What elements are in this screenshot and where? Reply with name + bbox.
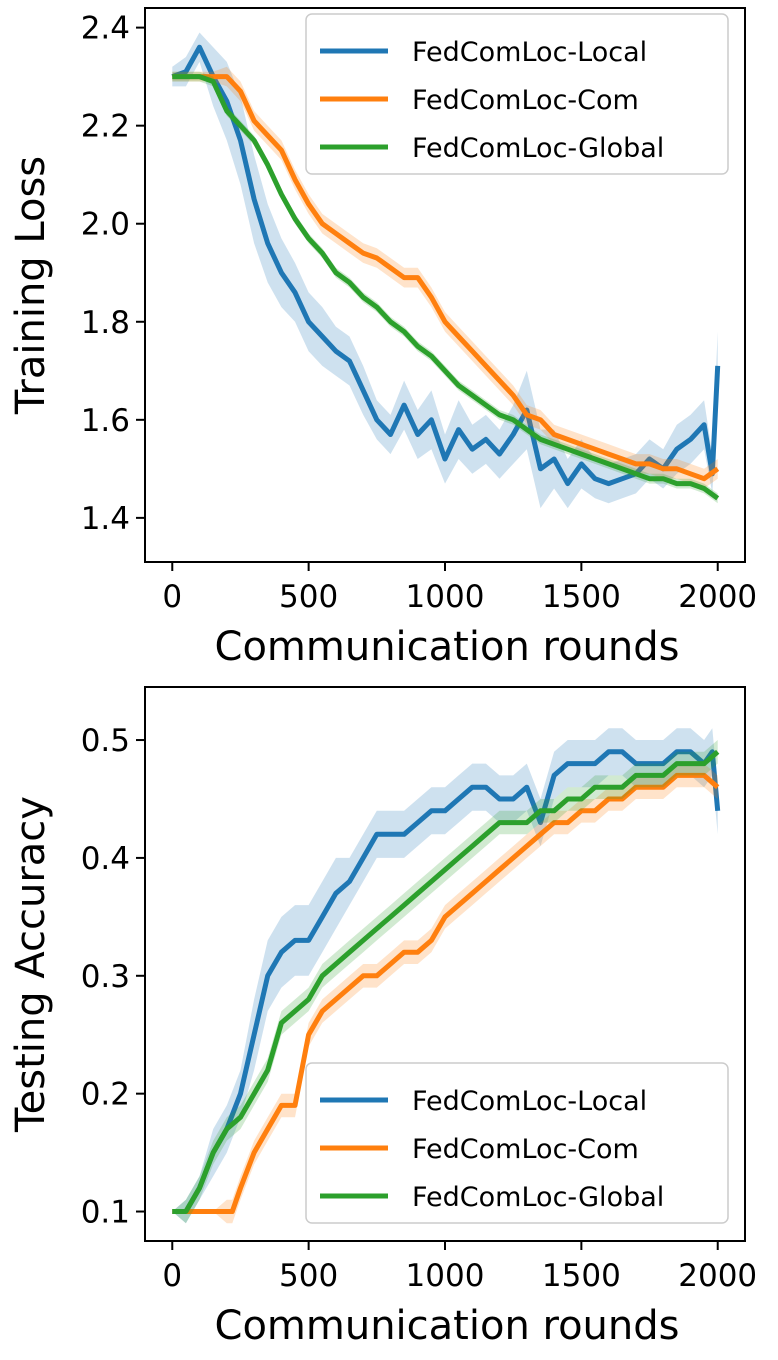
training-loss-legend-label: FedComLoc-Local	[412, 37, 647, 68]
training-loss-chart: 0 500 1000 1500 2000 1.4 1.6 1.8 2.0 2.2 2.4 Commun…	[8, 7, 757, 670]
testing-accuracy-y-tick-label: 0.5	[81, 723, 130, 759]
testing-accuracy-legend-frame	[305, 1062, 729, 1224]
testing-accuracy-x-tick-label: 1000	[406, 1258, 485, 1294]
training-loss-fedcomloc-global-band	[172, 71, 718, 504]
testing-accuracy-fedcomloc-global-line	[172, 749, 720, 1214]
testing-accuracy-x-tick-label: 2000	[678, 1258, 757, 1294]
testing-accuracy-fedcomloc-local-line	[172, 749, 721, 1214]
training-loss-y-tick-label: 2.0	[81, 207, 130, 243]
testing-accuracy-y-tick-label: 0.4	[81, 841, 130, 877]
testing-accuracy-x-tick-label: 0	[162, 1258, 182, 1294]
training-loss-legend-label: FedComLoc-Com	[412, 85, 639, 116]
testing-accuracy-legend-label: FedComLoc-Global	[412, 1182, 664, 1213]
training-loss-y-tick-label: 2.4	[81, 11, 130, 47]
training-loss-legend-label: FedComLoc-Global	[412, 133, 664, 164]
training-loss-x-tick-label: 0	[162, 579, 182, 615]
training-loss-y-tick-label: 1.8	[81, 305, 130, 341]
training-loss-plot-area	[171, 32, 721, 509]
testing-accuracy-legend: FedComLoc-Local FedComLoc-Com FedComLoc-Gl…	[305, 1062, 729, 1224]
testing-accuracy-y-tick-label: 0.1	[81, 1195, 130, 1231]
training-loss-x-axis-label: Communication rounds	[215, 624, 680, 670]
training-loss-y-tick-label: 1.6	[81, 403, 130, 439]
training-loss-legend: FedComLoc-Local FedComLoc-Com FedComLoc-Gl…	[305, 13, 729, 175]
training-loss-y-tick-label: 2.2	[81, 109, 130, 145]
testing-accuracy-x-axis-label: Communication rounds	[215, 1303, 680, 1349]
testing-accuracy-y-axis-label: Testing Accuracy	[8, 796, 54, 1133]
testing-accuracy-y-tick-label: 0.3	[81, 959, 130, 995]
training-loss-fedcomloc-global-line	[172, 74, 720, 501]
training-loss-x-tick-label: 1000	[406, 579, 485, 615]
training-loss-x-tick-label: 500	[279, 579, 338, 615]
testing-accuracy-y-tick-label: 0.2	[81, 1077, 130, 1113]
testing-accuracy-plot-area	[172, 728, 721, 1224]
training-loss-legend-frame	[305, 13, 729, 175]
training-loss-fedcomloc-com-line	[172, 74, 720, 482]
testing-accuracy-chart: 0 500 1000 1500 2000 0.1 0.2 0.3 0.4 0.5 Communica…	[8, 686, 757, 1349]
training-loss-fedcomloc-local-line	[171, 44, 721, 487]
training-loss-x-tick-label: 1500	[542, 579, 621, 615]
testing-accuracy-legend-label: FedComLoc-Com	[412, 1134, 639, 1165]
testing-accuracy-x-tick-label: 1500	[542, 1258, 621, 1294]
training-loss-y-tick-label: 1.4	[81, 501, 130, 537]
testing-accuracy-legend-label: FedComLoc-Local	[412, 1086, 647, 1117]
training-loss-y-axis-label: Training Loss	[8, 156, 54, 415]
training-loss-x-tick-label: 2000	[678, 579, 757, 615]
testing-accuracy-fedcomloc-com-line	[172, 772, 720, 1214]
testing-accuracy-x-tick-label: 500	[279, 1258, 338, 1294]
